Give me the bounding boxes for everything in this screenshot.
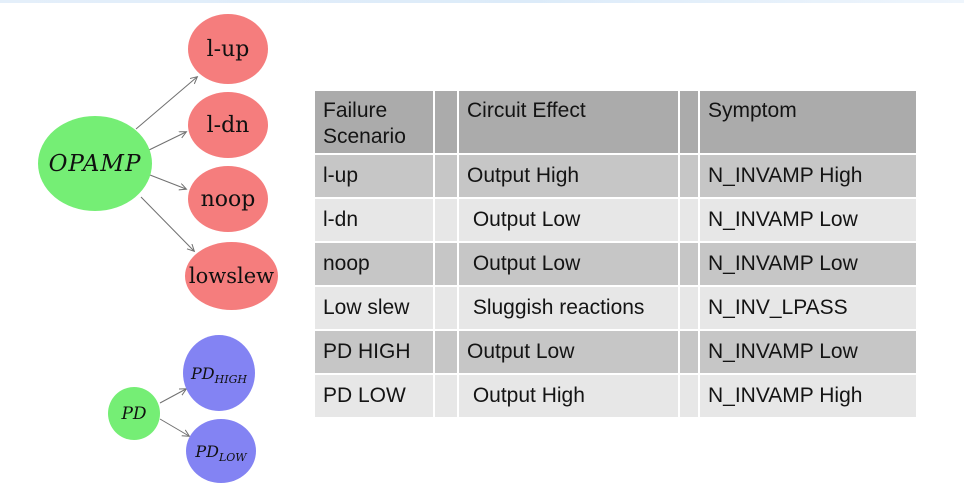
cell-symptom: N_INV_LPASS bbox=[700, 287, 916, 329]
cell-spacer bbox=[680, 287, 698, 329]
failure-symptom-table: Failure Scenario Circuit Effect Symptom … bbox=[313, 89, 918, 419]
node-l-dn-label: l-dn bbox=[206, 112, 250, 138]
table-row: l-up Output High N_INVAMP High bbox=[315, 155, 916, 197]
header-spacer-2 bbox=[680, 91, 698, 153]
header-symptom: Symptom bbox=[700, 91, 916, 153]
node-pd-low-sub: LOW bbox=[218, 450, 247, 464]
cell-scenario: l-up bbox=[315, 155, 433, 197]
cell-symptom: N_INVAMP Low bbox=[700, 199, 916, 241]
cell-spacer bbox=[680, 155, 698, 197]
cell-effect: Output Low bbox=[459, 199, 678, 241]
node-pd-high-sub: HIGH bbox=[214, 372, 247, 386]
node-pd-low: PDLOW bbox=[186, 419, 256, 483]
node-lowslew: lowslew bbox=[185, 242, 278, 310]
header-circuit-effect: Circuit Effect bbox=[459, 91, 678, 153]
cell-effect: Output High bbox=[459, 375, 678, 417]
table-body: l-up Output High N_INVAMP High l-dn Outp… bbox=[315, 155, 916, 417]
node-l-dn: l-dn bbox=[188, 92, 268, 158]
cell-effect: Output Low bbox=[459, 331, 678, 373]
cell-scenario: noop bbox=[315, 243, 433, 285]
cell-spacer bbox=[435, 243, 457, 285]
node-pd-label: PD bbox=[121, 403, 147, 424]
arrow-opamp-noop bbox=[149, 174, 186, 189]
cell-spacer bbox=[435, 155, 457, 197]
node-l-up-label: l-up bbox=[206, 36, 250, 62]
header-spacer-1 bbox=[435, 91, 457, 153]
arrow-group bbox=[135, 77, 197, 436]
cell-symptom: N_INVAMP High bbox=[700, 155, 916, 197]
table-row: noop Output Low N_INVAMP Low bbox=[315, 243, 916, 285]
node-pd-high-label: PDHIGH bbox=[191, 363, 247, 386]
arrow-pd-pdlow bbox=[159, 418, 189, 436]
node-l-up: l-up bbox=[188, 14, 268, 84]
cell-spacer bbox=[435, 287, 457, 329]
cell-effect: Output Low bbox=[459, 243, 678, 285]
node-lowslew-label: lowslew bbox=[188, 264, 275, 288]
cell-scenario: Low slew bbox=[315, 287, 433, 329]
cell-scenario: PD HIGH bbox=[315, 331, 433, 373]
cell-spacer bbox=[435, 199, 457, 241]
node-noop: noop bbox=[188, 166, 268, 232]
table-row: PD HIGH Output Low N_INVAMP Low bbox=[315, 331, 916, 373]
node-pd-low-label: PDLOW bbox=[195, 441, 247, 464]
top-accent-strip bbox=[0, 0, 964, 3]
arrow-pd-pdhigh bbox=[159, 389, 186, 404]
cell-scenario: PD LOW bbox=[315, 375, 433, 417]
fault-scenario-diagram: OPAMP l-up l-dn noop lowslew PD PDHIGH P… bbox=[0, 0, 312, 492]
node-opamp-label: OPAMP bbox=[48, 150, 142, 177]
cell-spacer bbox=[680, 243, 698, 285]
cell-spacer bbox=[680, 199, 698, 241]
cell-spacer bbox=[435, 331, 457, 373]
node-noop-label: noop bbox=[200, 186, 256, 212]
node-pd: PD bbox=[108, 387, 160, 440]
cell-spacer bbox=[435, 375, 457, 417]
node-pd-high: PDHIGH bbox=[183, 335, 255, 411]
arrow-opamp-lowslew bbox=[140, 196, 194, 251]
table-row: l-dn Output Low N_INVAMP Low bbox=[315, 199, 916, 241]
cell-effect: Output High bbox=[459, 155, 678, 197]
cell-symptom: N_INVAMP High bbox=[700, 375, 916, 417]
table-header: Failure Scenario Circuit Effect Symptom bbox=[315, 91, 916, 153]
cell-symptom: N_INVAMP Low bbox=[700, 243, 916, 285]
cell-spacer bbox=[680, 331, 698, 373]
header-failure-scenario: Failure Scenario bbox=[315, 91, 433, 153]
table-row: PD LOW Output High N_INVAMP High bbox=[315, 375, 916, 417]
table-row: Low slew Sluggish reactions N_INV_LPASS bbox=[315, 287, 916, 329]
arrow-opamp-ldn bbox=[148, 132, 186, 151]
cell-scenario: l-dn bbox=[315, 199, 433, 241]
cell-spacer bbox=[680, 375, 698, 417]
arrow-opamp-lup bbox=[135, 77, 197, 130]
node-opamp: OPAMP bbox=[38, 116, 152, 211]
cell-effect: Sluggish reactions bbox=[459, 287, 678, 329]
cell-symptom: N_INVAMP Low bbox=[700, 331, 916, 373]
diagram-arrows bbox=[135, 0, 312, 492]
table-header-row: Failure Scenario Circuit Effect Symptom bbox=[315, 91, 916, 153]
